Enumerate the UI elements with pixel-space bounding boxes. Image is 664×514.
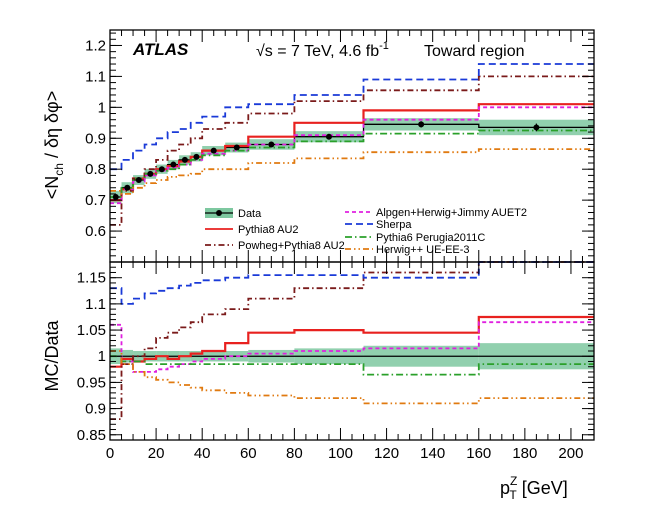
data-point-1 [124, 184, 131, 191]
top-ylabel-main: <N [42, 176, 62, 200]
bottom-y-axis-title: MC/Data [42, 320, 62, 392]
top-y-axis-title: <Nch / δη δφ> [42, 91, 66, 199]
xlabel-main: p [500, 478, 510, 498]
x-tick-label: 0 [106, 445, 114, 462]
top-y-tick-label: 0.9 [85, 130, 106, 147]
top-y-tick-label: 0.8 [85, 161, 106, 178]
region-label: Toward region [424, 43, 525, 60]
data-point-5 [170, 161, 177, 168]
data-point-7 [193, 153, 200, 160]
x-tick-label: 80 [286, 445, 303, 462]
energy-text: √s = 7 TeV, 4.6 fb [256, 43, 379, 60]
x-tick-label: 40 [194, 445, 211, 462]
bottom-y-tick-label: 0.9 [85, 401, 106, 418]
legend-label-sherpa: Sherpa [376, 219, 412, 231]
x-tick-label: 60 [240, 445, 257, 462]
data-point-11 [325, 133, 332, 140]
x-tick-label: 160 [466, 445, 491, 462]
energy-lumi-label: √s = 7 TeV, 4.6 fb-1 [256, 40, 389, 60]
top-series-powheg-pythia8-au2 [110, 75, 594, 226]
atlas-label: ATLAS [132, 40, 189, 59]
ratio-series-sherpa [110, 261, 594, 305]
top-ylabel-sub: ch [52, 163, 66, 176]
bottom-y-tick-label: 0.95 [77, 374, 106, 391]
xlabel-sub: T [509, 488, 517, 502]
lumi-superscript: -1 [379, 40, 389, 52]
ratio-series-pythia6-perugia2011c [110, 355, 594, 376]
top-data-points [112, 121, 540, 201]
data-point-3 [147, 170, 154, 177]
x-tick-label: 120 [374, 445, 399, 462]
legend-swatch-data-marker [216, 210, 222, 216]
x-axis-title: pZ T [GeV] [500, 474, 568, 502]
legend-label-herwig-ue-ee-3: Herwig++ UE-EE-3 [376, 244, 470, 256]
top-ylabel-rest: / δη δφ> [42, 91, 62, 163]
legend: Data Pythia8 AU2 Powheg+Pythia8 AU2 Alpgen+… [205, 207, 527, 256]
legend-label-pythia8-au2: Pythia8 AU2 [238, 224, 299, 236]
data-point-2 [135, 177, 142, 184]
top-y-tick-label: 0.7 [85, 192, 106, 209]
bottom-y-tick-label: 1.1 [85, 296, 106, 313]
bottom-y-tick-label: 0.85 [77, 427, 106, 444]
top-y-tick-label: 1.1 [85, 68, 106, 85]
top-y-tick-label: 1.2 [85, 37, 106, 54]
legend-label-pythia6-perugia2011c: Pythia6 Perugia2011C [376, 232, 485, 244]
top-y-tick-label: 0.6 [85, 223, 106, 240]
data-point-6 [181, 156, 188, 163]
bottom-y-tick-label: 1.05 [77, 322, 106, 339]
x-tick-label: 180 [512, 445, 537, 462]
ratio-series-herwig-ue-ee-3 [110, 350, 594, 405]
ratio-mc-series [110, 261, 594, 420]
legend-label-data: Data [238, 208, 262, 220]
bottom-y-tick-label: 1 [98, 348, 106, 365]
data-point-13 [533, 124, 540, 131]
legend-label-alpgen-herwig-jimmy-auet2: Alpgen+Herwig+Jimmy AUET2 [376, 207, 527, 219]
x-tick-label: 200 [558, 445, 583, 462]
data-point-0 [112, 194, 119, 201]
axes: 0.6 0.7 0.8 0.9 1 1.1 1.2 0.85 0.9 0.95 1 1.05 1.1 1.… [77, 29, 595, 462]
data-point-4 [158, 166, 165, 173]
data-point-12 [418, 121, 425, 128]
legend-label-powheg-pythia8-au2: Powheg+Pythia8 AU2 [238, 240, 345, 252]
data-point-10 [268, 141, 275, 148]
data-point-9 [233, 144, 240, 151]
top-y-tick-label: 1 [98, 99, 106, 116]
bottom-y-tick-label: 1.15 [77, 270, 106, 287]
top-series-sherpa [110, 63, 594, 171]
data-point-8 [210, 147, 217, 154]
xlabel-unit: [GeV] [517, 478, 568, 498]
x-tick-label: 100 [328, 445, 353, 462]
xlabel-sup: Z [510, 474, 517, 488]
ratio-series-alpgen-herwig-jimmy-auet2 [110, 321, 594, 373]
x-tick-label: 20 [148, 445, 165, 462]
x-tick-label: 140 [420, 445, 445, 462]
